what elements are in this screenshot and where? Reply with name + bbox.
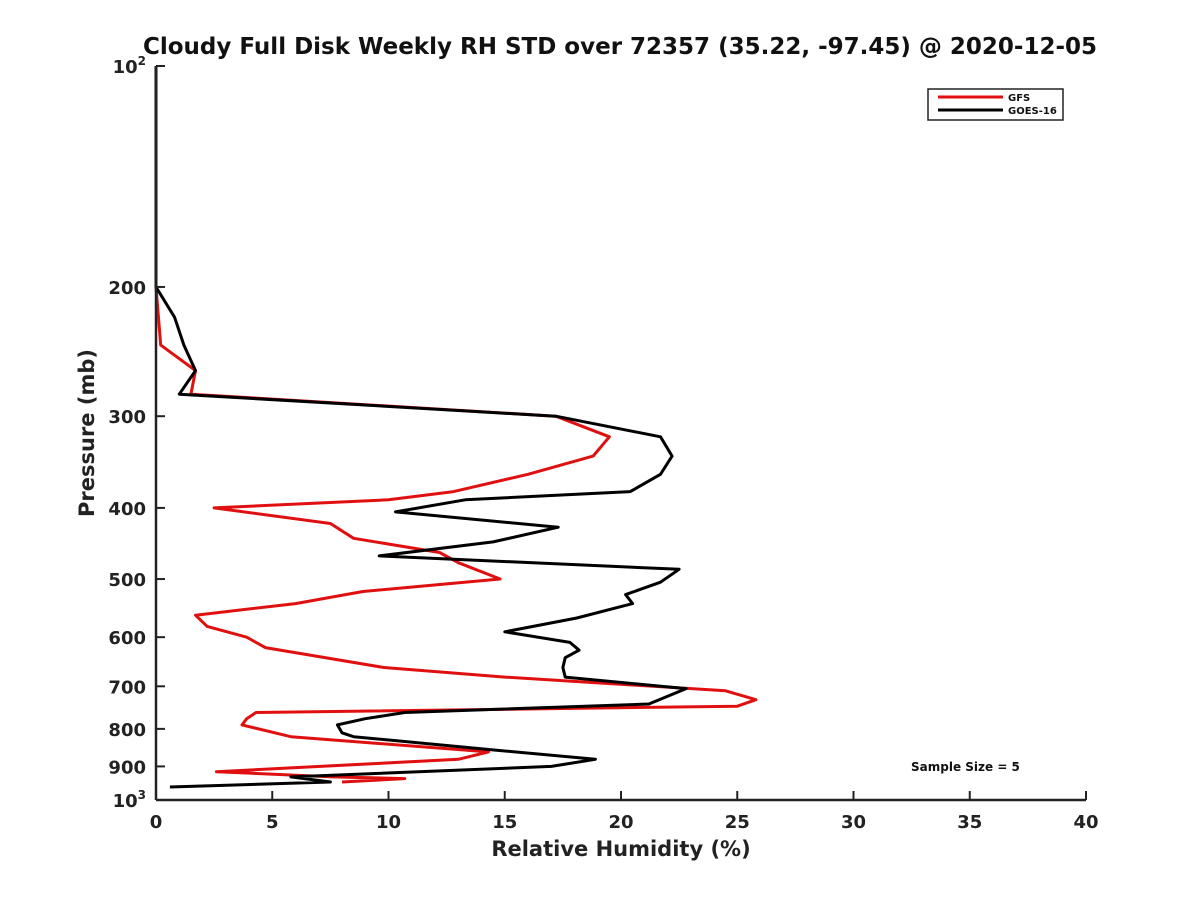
series-line-goes-16 xyxy=(154,66,688,789)
y-tick-label: 103 xyxy=(113,788,146,812)
chart-title: Cloudy Full Disk Weekly RH STD over 7235… xyxy=(143,34,1097,60)
x-tick-label: 0 xyxy=(150,812,163,833)
x-tick-label: 20 xyxy=(608,812,633,833)
y-tick-label: 900 xyxy=(108,757,146,778)
x-ticks: 0 5 10 15 20 25 30 35 40 xyxy=(150,791,1099,833)
y-tick-label: 200 xyxy=(108,278,146,299)
x-axis-label: Relative Humidity (%) xyxy=(491,837,750,861)
sample-size-annotation: Sample Size = 5 xyxy=(911,760,1020,774)
x-tick-label: 40 xyxy=(1073,812,1098,833)
y-tick-label: 102 xyxy=(113,54,146,78)
y-tick-label: 600 xyxy=(108,628,146,649)
legend-label-gfs: GFS xyxy=(1008,93,1030,104)
y-tick-label: 800 xyxy=(108,720,146,741)
legend: GFS GOES-16 xyxy=(927,88,1064,121)
y-tick-label: 400 xyxy=(108,499,146,520)
x-tick-label: 35 xyxy=(957,812,982,833)
y-ticks: 102 200 300 400 500 600 700 800 900 103 xyxy=(108,54,165,812)
y-axis-label: Pressure (mb) xyxy=(75,349,99,517)
legend-box xyxy=(927,88,1064,121)
x-tick-label: 10 xyxy=(376,812,401,833)
x-tick-label: 5 xyxy=(266,812,279,833)
x-tick-label: 15 xyxy=(492,812,517,833)
legend-label-goes-16: GOES-16 xyxy=(1008,106,1057,117)
series-line-gfs xyxy=(154,66,758,784)
plot-lines xyxy=(154,66,758,789)
x-tick-label: 30 xyxy=(841,812,866,833)
y-tick-label: 700 xyxy=(108,677,146,698)
y-tick-label: 500 xyxy=(108,570,146,591)
y-tick-label: 300 xyxy=(108,407,146,428)
x-tick-label: 25 xyxy=(725,812,750,833)
